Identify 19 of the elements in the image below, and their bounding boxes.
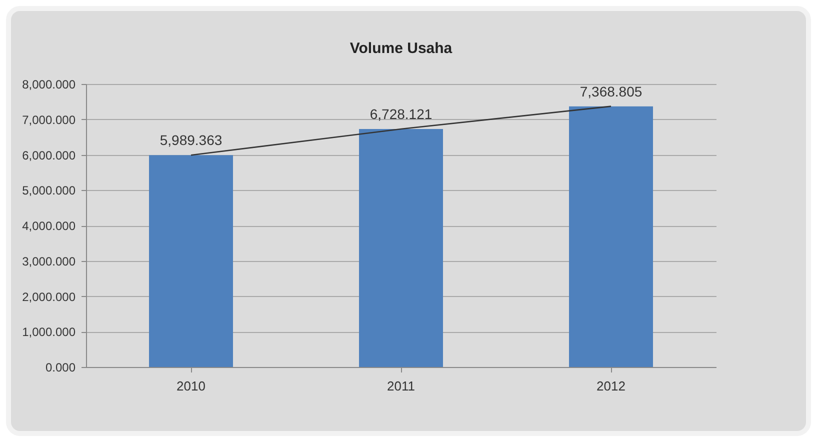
y-tick-label: 6,000.000 — [22, 148, 76, 162]
data-label: 7,368.805 — [580, 83, 642, 100]
y-tick-label: 5,000.000 — [22, 184, 76, 198]
y-tick-label: 7,000.000 — [22, 112, 76, 127]
chart-title: Volume Usaha — [350, 40, 453, 57]
y-tick-label: 2,000.000 — [22, 290, 76, 304]
y-tick-label: 3,000.000 — [22, 254, 76, 268]
y-tick-label: 8,000.000 — [22, 78, 76, 92]
data-label: 5,989.363 — [160, 132, 222, 148]
data-label: 6,728.121 — [370, 106, 432, 122]
y-tick-label: 0.000 — [45, 360, 76, 374]
bar — [149, 155, 233, 367]
y-tick-label: 4,000.000 — [22, 219, 76, 233]
x-tick-label: 2010 — [176, 378, 206, 394]
bar — [569, 106, 653, 367]
y-tick-label: 1,000.000 — [22, 325, 76, 340]
x-tick-label: 2011 — [387, 378, 415, 394]
x-tick-label: 2012 — [596, 378, 626, 394]
bar — [359, 128, 443, 367]
